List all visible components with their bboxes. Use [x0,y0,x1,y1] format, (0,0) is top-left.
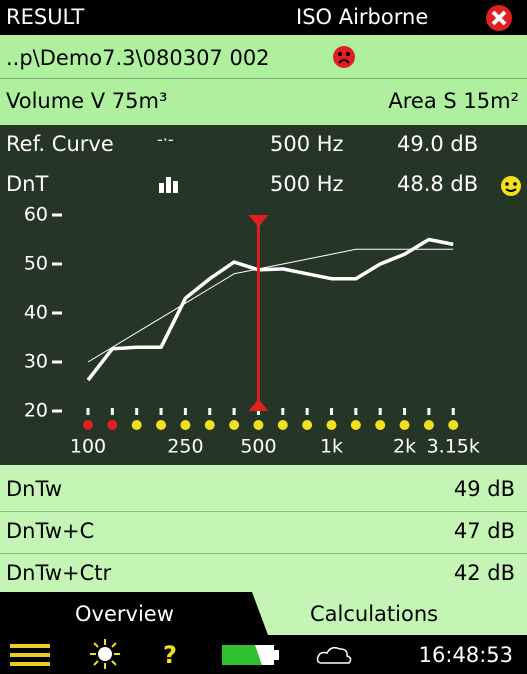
y-tick-label: 20 [24,400,48,422]
band-dot [253,420,264,430]
ref-level: 49.0 dB [397,132,479,156]
tab-shape [252,592,527,635]
volume: Volume V 75m³ [6,89,168,113]
light-icon[interactable] [90,639,120,669]
x-tick-label: 250 [167,436,203,458]
band-dot [326,420,337,430]
result-label: DnTw+Ctr [6,561,112,585]
tab-bar: Overview Calculations [0,592,527,635]
band-tick [110,408,114,415]
result-label: DnTw [6,477,63,501]
close-button[interactable] [485,4,513,32]
cursor-bottom [248,399,269,411]
band-dot [302,420,313,430]
ref-symbol: -·- [157,130,174,149]
help-icon[interactable]: ? [163,641,177,669]
chart: 20 30 40 50 60 100 250 500 1k 2k 3.15k [24,204,480,458]
band-dot [277,420,288,430]
y-tick-label: 60 [24,204,48,226]
band-dot [423,420,434,430]
results-panel: DnTw 49 dB DnTw+C 47 dB DnTw+Ctr 42 dB [0,465,527,592]
title: RESULT [6,5,85,29]
band-tick [256,408,260,415]
happy-face [501,176,521,196]
ref-label: Ref. Curve [6,132,114,156]
sad-face [333,46,355,68]
band-tick [330,408,333,415]
band-tick [232,408,236,415]
result-value: 47 dB [453,519,515,543]
band-dot [131,420,142,430]
band-dot [156,420,167,430]
status-icons: ? [10,639,352,669]
status-bar: ? 16:48:53 [0,635,527,674]
curve [87,248,454,363]
band-tick [159,408,163,415]
dnt-level: 48.8 dB [397,172,479,196]
clock: 16:48:53 [418,643,513,667]
x-tick-label: 500 [240,436,276,458]
separator [0,511,527,512]
result-value: 42 dB [453,561,515,585]
band-tick [378,408,382,415]
band-tick [281,408,285,415]
band-dot [448,420,459,430]
y-tick-label: 30 [24,351,48,373]
title-bar: RESULT ISO Airborne [0,0,527,35]
result-value: 49 dB [453,477,515,501]
band-dot [83,420,93,430]
result-label: DnTw+C [6,519,95,543]
cloud-icon [316,646,352,664]
band-dot [107,420,118,430]
band-tick [403,408,407,415]
y-tick-label: 40 [24,302,48,324]
file-path: ..p\Demo7.3\080307 002 [6,46,270,70]
band-dot [180,420,191,430]
band-tick [427,408,431,415]
band-tick [208,408,212,415]
x-tick-label: 1k [320,436,343,458]
band-tick [451,408,455,415]
area: Area S 15m² [388,89,519,113]
band-dot [399,420,410,430]
ref-frequency: 500 Hz [270,132,344,156]
cursor-top [248,215,269,227]
dnt-label: DnT [6,172,49,196]
mode: ISO Airborne [296,5,429,29]
band-dot [204,420,215,430]
band-tick [183,408,187,415]
band-tick [135,408,139,415]
bar-icon [159,177,178,193]
band-dot [229,420,240,430]
dnt-frequency: 500 Hz [270,172,344,196]
calculations-tab[interactable]: Calculations [310,602,439,626]
band-tick [86,408,90,415]
band-dot [350,420,361,430]
band-tick [354,408,358,415]
battery-icon [222,645,279,665]
band-tick [305,408,309,415]
y-tick-label: 50 [24,253,48,275]
overview-tab[interactable]: Overview [75,602,174,626]
band-dot [375,420,386,430]
x-tick-label: 3.15k [427,436,480,458]
curve [86,237,454,382]
info-panel: ..p\Demo7.3\080307 002 Volume V 75m³ Are… [0,35,527,125]
x-tick-label: 2k [393,436,416,458]
menu-icon[interactable] [10,644,50,666]
x-tick-label: 100 [70,436,106,458]
separator [0,553,527,554]
